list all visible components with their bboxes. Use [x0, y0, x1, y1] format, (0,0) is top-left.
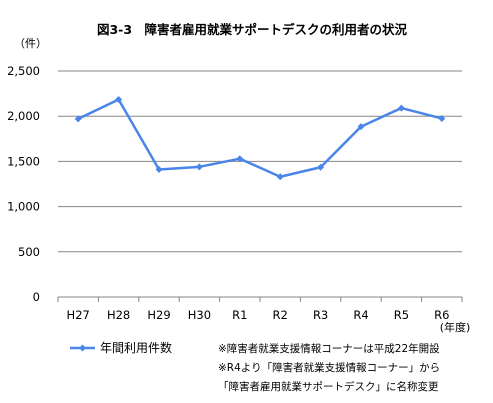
series-line	[74, 95, 446, 181]
data-point	[115, 95, 123, 103]
data-point	[276, 173, 284, 181]
x-axis-unit: (年度)	[440, 320, 471, 334]
data-point	[438, 114, 446, 122]
y-tick-label: 1,500	[7, 154, 40, 168]
note-line-1: ※障害者就業支援情報コーナーは平成22年開設	[218, 342, 440, 355]
x-tick-label: R5	[394, 308, 409, 322]
y-axis-ticks: 0 500 1,000 1,500 2,000 2,500	[7, 64, 40, 304]
x-tick-label: H28	[107, 308, 130, 322]
series-polyline	[77, 98, 443, 179]
legend-label: 年間利用件数	[100, 340, 172, 355]
x-tick-label: R1	[232, 308, 247, 322]
data-point	[155, 166, 163, 174]
chart-title: 図3-3 障害者雇用就業サポートデスクの利用者の状況	[97, 22, 408, 37]
note-line-2: ※R4より「障害者就業支援情報コーナー」から	[218, 361, 440, 374]
data-point	[317, 163, 325, 171]
data-point	[74, 115, 82, 123]
data-point	[397, 104, 405, 112]
x-tick-label: R2	[273, 308, 288, 322]
y-tick-label: 0	[33, 290, 40, 304]
x-axis-ticks: H27 H28 H29 H30 R1 R2 R3 R4 R5 R6	[57, 297, 463, 322]
y-tick-label: 500	[18, 245, 40, 259]
y-tick-label: 1,000	[7, 200, 40, 214]
x-tick-label: R6	[434, 308, 449, 322]
legend: 年間利用件数	[70, 340, 172, 355]
legend-swatch-marker	[79, 344, 86, 352]
note-line-3: 「障害者雇用就業サポートデスク」に名称変更	[218, 380, 439, 393]
gridlines	[58, 70, 462, 253]
x-tick-label: R4	[353, 308, 368, 322]
x-tick-label: H29	[147, 308, 170, 322]
data-point	[236, 155, 244, 163]
y-tick-label: 2,000	[7, 109, 40, 123]
data-point	[195, 163, 203, 171]
data-point	[357, 123, 365, 131]
y-axis-unit: （件）	[14, 37, 47, 50]
x-tick-label: H27	[67, 308, 90, 322]
y-tick-label: 2,500	[7, 64, 40, 78]
x-tick-label: R3	[313, 308, 328, 322]
x-tick-label: H30	[188, 308, 211, 322]
